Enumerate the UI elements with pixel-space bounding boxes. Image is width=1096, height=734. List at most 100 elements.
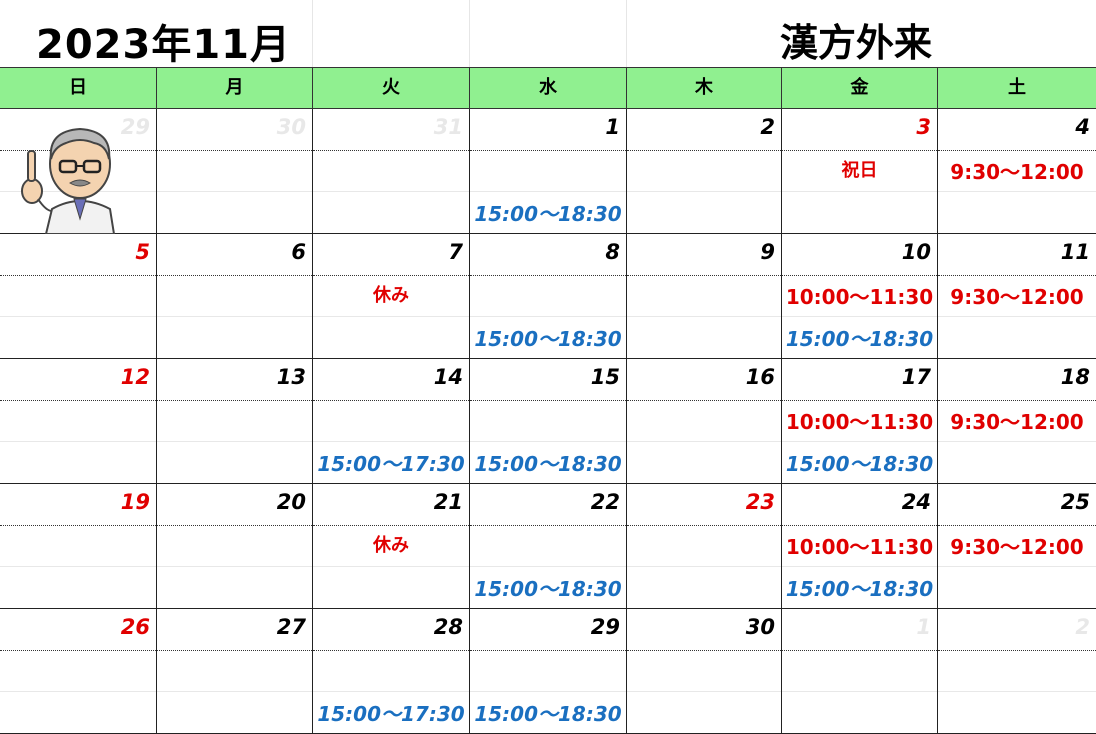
weekday-header: 土: [1008, 77, 1026, 98]
row-divider: [470, 316, 626, 317]
row-divider: [0, 316, 156, 317]
row-divider: [470, 691, 626, 692]
row-divider: [313, 316, 469, 317]
weekday-header: 月: [157, 68, 313, 108]
day-cell: 1 15:00～18:30: [470, 109, 627, 234]
day-cell: 26: [0, 609, 157, 734]
am-session: 9:30～12:00: [950, 160, 1084, 184]
row-divider: [627, 316, 781, 317]
pm-session: 15:00～18:30: [474, 327, 622, 351]
am-session: 10:00～11:30: [785, 285, 934, 309]
day-number: 29: [590, 615, 620, 639]
day-cell: 27: [157, 609, 313, 734]
dotted-divider: [782, 525, 937, 526]
weekday-header: 日: [0, 68, 157, 108]
day-cell: 11 9:30～12:00: [938, 234, 1096, 359]
pm-session: 15:00～18:30: [474, 577, 622, 601]
dotted-divider: [157, 525, 312, 526]
row-divider: [627, 566, 781, 567]
day-number: 30: [276, 115, 306, 139]
pm-session: 15:00～18:30: [785, 327, 934, 351]
day-number: 4: [1075, 115, 1090, 139]
am-session: 休み: [373, 535, 409, 556]
dotted-divider: [157, 275, 312, 276]
dotted-divider: [782, 650, 937, 651]
day-cell: 12: [0, 359, 157, 484]
weekday-row: 日月火水木金 土: [0, 67, 1096, 109]
day-number: 23: [745, 490, 775, 514]
day-number: 25: [1060, 490, 1090, 514]
dotted-divider: [470, 525, 626, 526]
day-number: 31: [433, 115, 463, 139]
day-cell: 30: [627, 609, 782, 734]
row-divider: [782, 691, 937, 692]
am-session: 9:30～12:00: [950, 410, 1084, 434]
day-number: 30: [745, 615, 775, 639]
day-number: 27: [276, 615, 306, 639]
day-cell: 31: [313, 109, 470, 234]
day-number: 26: [120, 615, 150, 639]
clinic-title: 漢方外来: [780, 21, 933, 65]
day-cell: 21 休み: [313, 484, 470, 609]
dotted-divider: [938, 150, 1096, 151]
pm-session: 15:00～18:30: [474, 452, 622, 476]
dotted-divider: [470, 400, 626, 401]
row-divider: [782, 441, 937, 442]
day-number: 10: [901, 240, 931, 264]
day-cell: 23: [627, 484, 782, 609]
row-divider: [157, 441, 312, 442]
day-cell: 6: [157, 234, 313, 359]
day-cell: 1: [782, 609, 938, 734]
day-number: 28: [433, 615, 463, 639]
weekday-header: 火: [313, 68, 470, 108]
day-cell: 8 15:00～18:30: [470, 234, 627, 359]
day-cell: 5: [0, 234, 157, 359]
dotted-divider: [627, 400, 781, 401]
dotted-divider: [627, 650, 781, 651]
row-divider: [627, 191, 781, 192]
dotted-divider: [627, 525, 781, 526]
month-title: 2023年11月: [36, 22, 291, 68]
day-cell: 10 10:00～11:30 15:00～18:30: [782, 234, 938, 359]
dotted-divider: [627, 275, 781, 276]
dotted-divider: [470, 150, 626, 151]
dotted-divider: [0, 525, 156, 526]
day-cell: 9: [627, 234, 782, 359]
pm-session: 15:00～17:30: [317, 452, 465, 476]
day-cell: 16: [627, 359, 782, 484]
row-divider: [782, 191, 937, 192]
dotted-divider: [0, 275, 156, 276]
day-number: 12: [120, 365, 150, 389]
dotted-divider: [782, 275, 937, 276]
day-number: 3: [916, 115, 931, 139]
am-session: 9:30～12:00: [950, 285, 1084, 309]
pm-session: 15:00～17:30: [317, 702, 465, 726]
day-number: 24: [901, 490, 931, 514]
row-divider: [938, 191, 1096, 192]
row-divider: [0, 691, 156, 692]
dotted-divider: [782, 150, 937, 151]
calendar-grid: 2 1 30 29 15:00～18:30 28 15:00～17:30 27 26 25 9:30…: [0, 109, 1096, 734]
day-number: 1: [605, 115, 620, 139]
row-divider: [470, 566, 626, 567]
day-cell: 24 10:00～11:30 15:00～18:30: [782, 484, 938, 609]
day-number: 22: [590, 490, 620, 514]
pm-session: 15:00～18:30: [785, 577, 934, 601]
row-divider: [157, 191, 312, 192]
dotted-divider: [157, 650, 312, 651]
dotted-divider: [0, 650, 156, 651]
day-number: 14: [433, 365, 463, 389]
dotted-divider: [470, 275, 626, 276]
day-cell: 29 15:00～18:30: [470, 609, 627, 734]
day-cell: 3 祝日: [782, 109, 938, 234]
doctor-illustration-icon: [21, 127, 116, 234]
row-divider: [938, 691, 1096, 692]
dotted-divider: [938, 400, 1096, 401]
row-divider: [470, 441, 626, 442]
day-cell: 19: [0, 484, 157, 609]
day-cell: 20: [157, 484, 313, 609]
dotted-divider: [470, 650, 626, 651]
day-number: 2: [760, 115, 775, 139]
row-divider: [627, 441, 781, 442]
